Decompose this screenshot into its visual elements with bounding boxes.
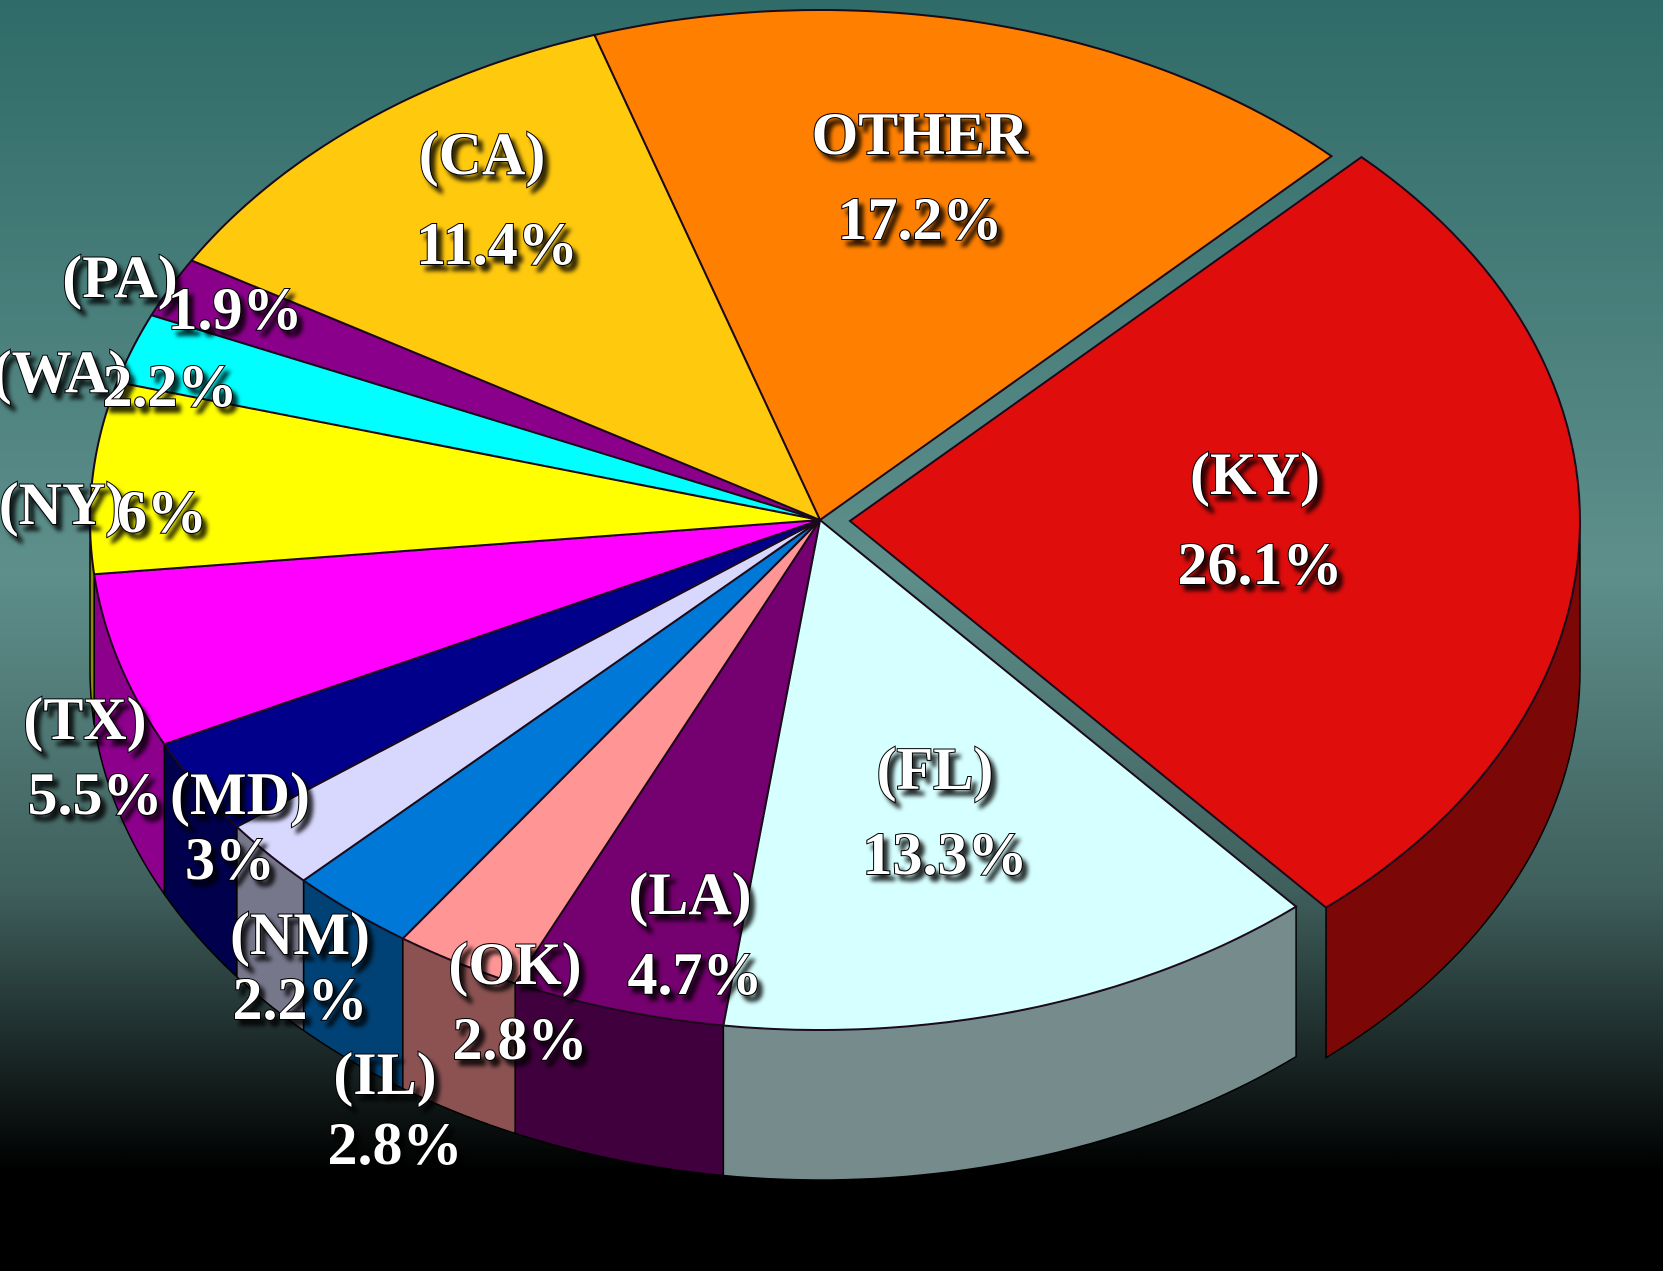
slice (162, 519, 821, 829)
slice (235, 519, 821, 882)
slice (513, 519, 821, 1027)
slice (149, 259, 821, 521)
value-label: 6% (117, 479, 207, 545)
slice (189, 33, 822, 522)
slice (301, 519, 821, 940)
slice-label: (CA) (419, 121, 546, 187)
value-label: 13.3% (863, 821, 1028, 887)
slice-label: (TX) (23, 686, 146, 752)
slice-label: (OK) (448, 931, 581, 997)
slice-label: (NY) (0, 471, 125, 537)
slice (848, 155, 1581, 909)
slice (401, 519, 821, 985)
slice-label: (NM) (230, 901, 370, 967)
slice-label: (PA) (62, 244, 178, 310)
value-label: 5.5% (28, 761, 163, 827)
slice (92, 519, 821, 746)
value-label: 3% (185, 826, 275, 892)
slice (89, 380, 821, 576)
value-label: 1.9% (168, 276, 303, 342)
slice (722, 518, 1298, 1031)
pie-sides (89, 519, 1581, 1181)
slice-label: (FL) (877, 736, 994, 802)
slice-label: (IL) (333, 1041, 436, 1107)
value-label: 26.1% (1178, 531, 1343, 597)
slice-label: (KY) (1190, 441, 1320, 507)
slice-label: (MD) (170, 761, 310, 827)
slice-label: (LA) (628, 861, 751, 927)
slice (115, 313, 821, 521)
value-label: 4.7% (628, 941, 763, 1007)
value-label: 17.2% (838, 186, 1003, 252)
pie-tops (89, 9, 1581, 1031)
value-label: 2.8% (453, 1006, 588, 1072)
value-label: 2.2% (233, 966, 368, 1032)
slice-label: (WA) (0, 339, 128, 405)
value-label: 2.2% (103, 353, 238, 419)
value-label: 2.8% (328, 1111, 463, 1177)
value-label: 11.4% (416, 211, 578, 277)
slice (592, 9, 1334, 522)
pie-labels: OTHER 17.2% (KY) 26.1% (FL) 13.3% (LA) 4.7% (OK)… (0, 100, 1344, 1178)
slice-label: OTHER (812, 101, 1029, 167)
